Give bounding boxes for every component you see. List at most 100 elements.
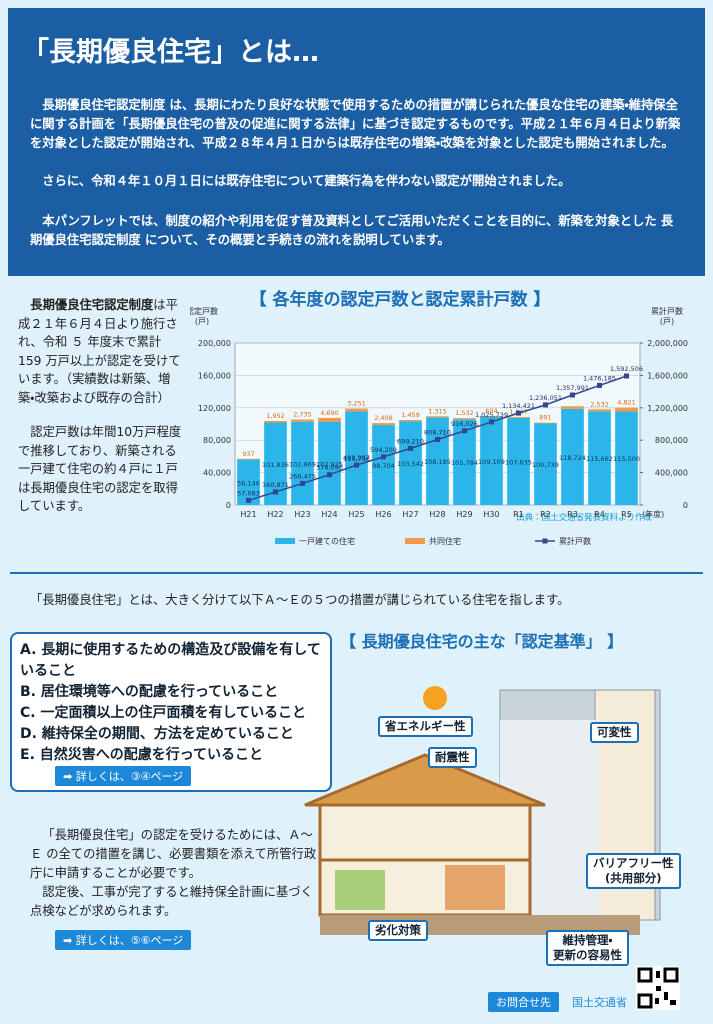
value-label: 2,408 (374, 414, 393, 422)
x-tick-label: H27 (402, 510, 418, 519)
legend-swatch (542, 538, 548, 544)
bar (561, 406, 584, 409)
bar (615, 407, 638, 412)
value-label: 4,821 (617, 399, 636, 407)
y-tick-label: 120,000 (198, 404, 231, 413)
feature-label: バリアフリー性 (共用部分) (586, 853, 681, 889)
bar (615, 411, 638, 505)
y-axis-unit: (戸) (195, 317, 209, 326)
value-label: 102,925 (316, 460, 343, 468)
paragraph: 認定後、工事が完了すると維持保全計画に基づく点検などが求められます。 (30, 885, 313, 918)
y-tick-label: 160,000 (198, 371, 231, 380)
bar (291, 419, 314, 422)
x-tick-label: H29 (456, 510, 472, 519)
x-tick-label: H23 (294, 510, 310, 519)
value-label: 4,690 (320, 409, 339, 417)
bar (480, 416, 503, 505)
illustration (304, 686, 661, 935)
bar (318, 421, 341, 505)
page-link[interactable]: ➡ 詳しくは、③④ページ (55, 766, 192, 786)
x-tick-label: R5 (621, 510, 632, 519)
bar (453, 418, 476, 420)
bar (507, 417, 530, 505)
bar (237, 458, 260, 460)
bar (399, 419, 422, 422)
value-label: 1,134,421 (502, 402, 535, 410)
bar (426, 416, 449, 418)
side-text: 長期優良住宅認定制度は平成２１年６月４日より施行され、令和 ５ 年度末で累計 1… (18, 296, 186, 407)
value-label: 118,724 (559, 454, 586, 462)
y2-axis-title: 累計戸数 (651, 306, 683, 316)
legend-swatch (275, 538, 295, 544)
line-marker (354, 462, 359, 468)
contact-badge: お問合せ先 (488, 992, 559, 1012)
page-link-text[interactable]: 詳しくは、⑤⑥ページ (75, 934, 184, 947)
value-label: 916,026 (451, 420, 478, 428)
bar (318, 417, 341, 422)
line-marker (516, 410, 521, 416)
bar (372, 423, 395, 426)
feature-label: 可変性 (590, 722, 639, 743)
label-line: 維持管理・ (562, 933, 613, 947)
value-label: 103,542 (397, 460, 424, 468)
value-label: 493,097 (343, 454, 370, 462)
bar (237, 459, 260, 505)
chart-title: 【 各年度の認定戸数と認定累計戸数 】 (250, 289, 551, 310)
bar (534, 422, 557, 424)
value-label: 57,083 (237, 489, 260, 497)
section-intro: 「長期優良住宅」とは、大きく分けて以下Ａ～Ｅの５つの措置が講じられている住宅を指… (30, 593, 570, 607)
x-tick-label: H26 (375, 510, 391, 519)
x-axis-title: (年度) (642, 509, 664, 519)
value-label: 109,109 (478, 458, 505, 466)
value-label: 102,869 (289, 460, 316, 468)
bar (264, 420, 287, 423)
legend-label: 共同住宅 (429, 536, 461, 546)
value-label: 115,756 (343, 455, 370, 463)
value-label: 1,476,185 (583, 374, 616, 382)
line-marker (543, 402, 548, 408)
y2-tick-label: 1,200,000 (647, 404, 688, 413)
label-line: 更新の容易性 (553, 948, 622, 962)
value-label: 160,871 (262, 481, 289, 489)
value-label: 1,025,739 (475, 411, 508, 419)
value-label: 105,784 (451, 459, 478, 467)
bar (264, 422, 287, 505)
value-label: 699,210 (397, 437, 424, 445)
side-paragraph: は平成２１年６月４日より施行され、令和 ５ 年度末で累計 159 万戸以上が認定… (18, 298, 181, 405)
value-label: 374,090 (316, 464, 343, 472)
page-link-text[interactable]: 詳しくは、③④ページ (75, 770, 184, 783)
line-marker (435, 436, 440, 442)
line-marker (273, 489, 278, 495)
x-tick-label: R1 (513, 510, 524, 519)
criteria-item: C. 一定面積以上の住戸面積を有していること (20, 705, 307, 721)
line-marker (246, 497, 251, 503)
line-marker (570, 392, 575, 398)
bar (372, 425, 395, 505)
value-label: 604 (485, 407, 497, 415)
divider (10, 572, 703, 574)
criteria-item: A. 長期に使用するための構造及び設備を有していること (20, 642, 321, 679)
x-tick-label: R4 (594, 510, 605, 519)
bar (291, 421, 314, 505)
value-label: 1,357,991 (556, 384, 589, 392)
value-label: 937 (242, 450, 254, 458)
bar (507, 416, 530, 418)
bar (588, 411, 611, 505)
source: 出典：国土交通省発表資料より作成 (516, 512, 652, 523)
bar (426, 417, 449, 505)
bar (399, 421, 422, 505)
label-line: (共用部分) (604, 871, 662, 885)
x-tick-label: H22 (267, 510, 283, 519)
line-marker (462, 428, 467, 434)
feature-label: 耐震性 (428, 747, 477, 768)
line-marker (597, 382, 602, 388)
x-tick-label: R2 (540, 510, 551, 519)
org-name: 国土交通省 (572, 996, 627, 1009)
line-marker (624, 373, 629, 379)
bar (561, 408, 584, 505)
bar (345, 408, 368, 412)
paragraph: さらに、令和４年１０月１日には既存住宅について建築行為を伴わない認定が開始されま… (42, 174, 571, 188)
page-link[interactable]: ➡ 詳しくは、⑤⑥ページ (55, 930, 192, 950)
bar (480, 416, 503, 417)
